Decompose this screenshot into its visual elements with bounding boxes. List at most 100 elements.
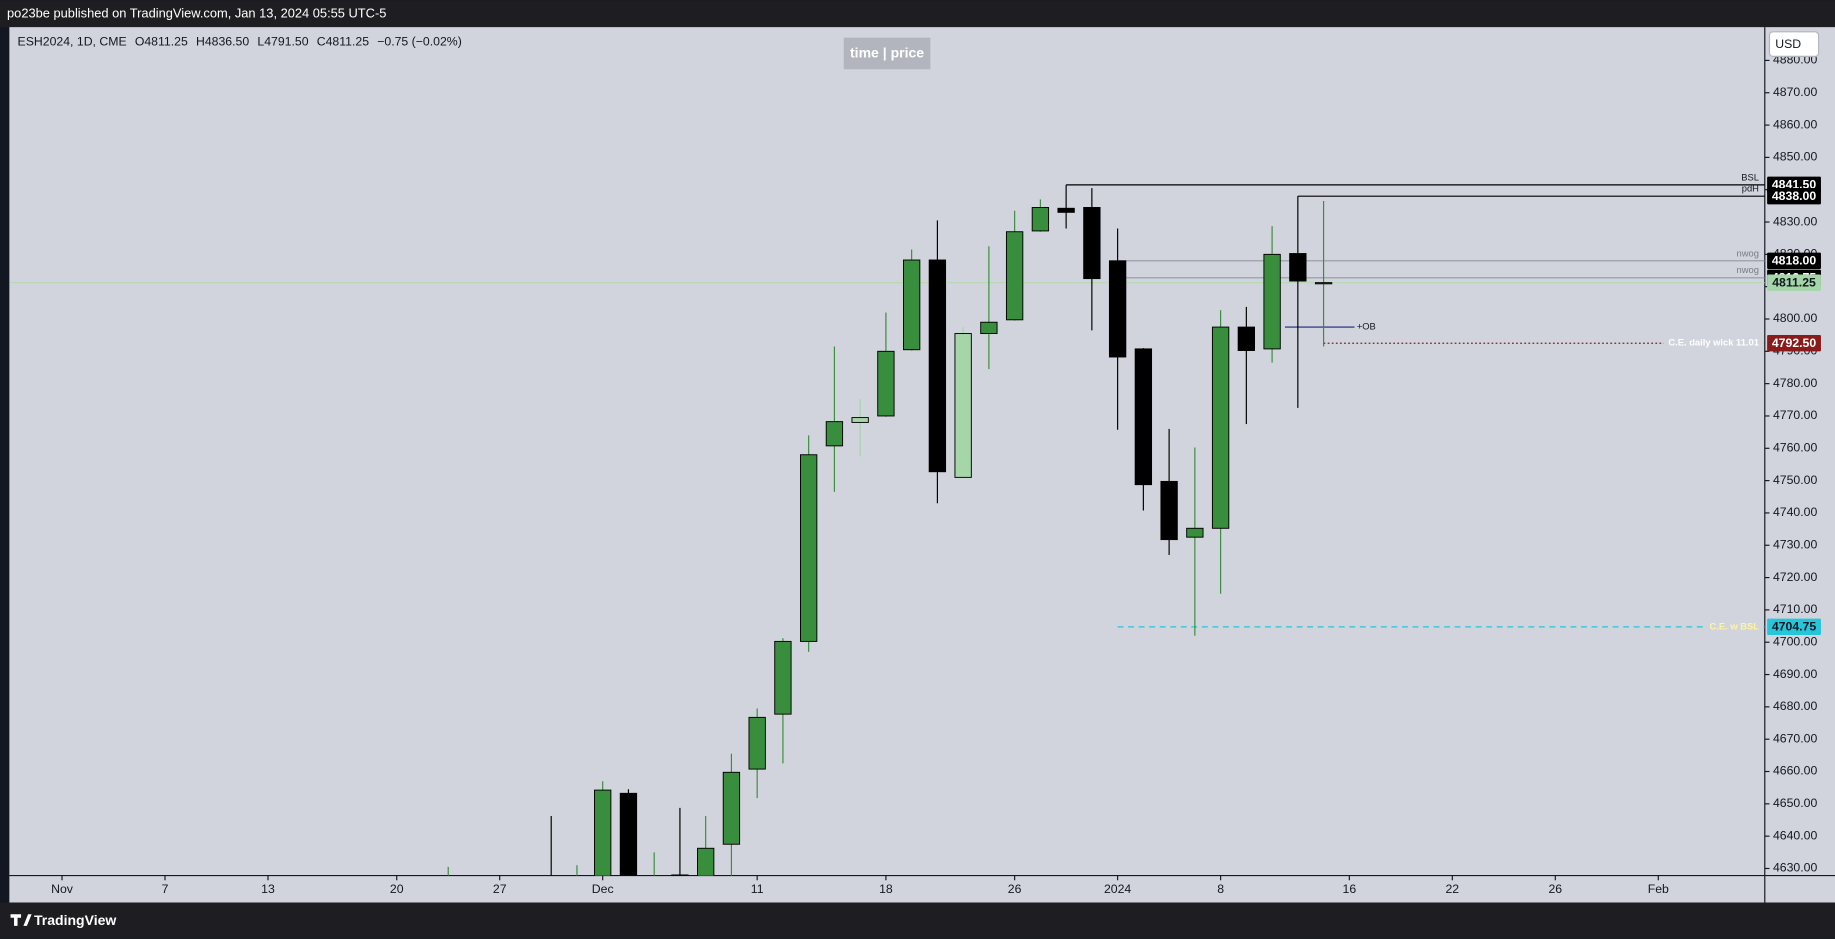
price-badge-label: 4811.25 [1772,275,1816,289]
x-tick-label: 20 [390,882,404,896]
level-label: C.E. daily wick 11.01 [1668,338,1759,348]
change-value: −0.75 (−0.02%) [377,35,462,49]
y-tick-label: 4640.00 [1773,828,1818,842]
symbol-info: ESH2024, 1D, CME O4811.25 H4836.50 L4791.50… [18,35,462,49]
y-tick-label: 4870.00 [1773,85,1818,99]
price-badge [1767,252,1821,270]
candle-body [1237,326,1256,351]
candle-body [902,259,921,351]
x-tick-label: 7 [162,882,169,896]
candle-body [1186,527,1204,538]
x-tick-label: Nov [51,882,74,896]
price-badge [1767,335,1821,352]
axes: 4630.00 4640.00 4650.00 4660.00 4670.00 4680.… [51,53,1817,896]
level-label: BSL [1741,172,1759,182]
y-tick-label: 4760.00 [1773,441,1818,455]
candle-body [800,454,818,642]
candle-body [1314,282,1333,285]
y-tick-label: 4630.00 [1773,861,1818,875]
level-label-background [1663,336,1764,351]
price-badge [1767,618,1821,636]
chart-background [9,27,1835,903]
y-tick-label: 4650.00 [1773,796,1818,810]
level-label-background [1704,619,1764,634]
y-tick-label: 4660.00 [1773,764,1818,778]
y-tick-label: 4850.00 [1773,150,1818,164]
candle-body [954,333,972,478]
y-tick-label: 4860.00 [1773,117,1818,131]
y-tick-label: 4770.00 [1773,408,1818,422]
candle-body [594,789,612,876]
y-tick-label: 4720.00 [1773,570,1818,584]
symbol: ESH2024, 1D, CME [18,35,127,49]
watermark-box [843,37,931,70]
y-tick-label: 4690.00 [1773,667,1818,681]
x-tick-label: 26 [1008,882,1022,896]
bottom-bar [0,902,1835,939]
level-label: +OB [1357,322,1376,332]
candle-body [1134,348,1153,486]
x-tick-label: 13 [261,882,275,896]
x-tick-label: 27 [493,882,507,896]
brand[interactable]: TradingView [34,912,116,928]
x-tick-label: 26 [1548,882,1562,896]
currency-button[interactable] [1768,31,1820,57]
candle-body [980,321,998,335]
x-tick-label: Dec [592,882,614,896]
price-badge [1767,274,1821,291]
price-badge-label: 4818.00 [1772,254,1817,268]
x-tick-label: 18 [879,882,893,896]
x-tick-label: Feb [1648,882,1669,896]
y-tick-label: 4680.00 [1773,699,1818,713]
x-tick-label: 11 [751,882,764,896]
candle-body [671,874,689,876]
candle-body [1005,231,1024,321]
candle-body [928,259,947,473]
candle-body [1211,326,1230,529]
candle-body [1160,480,1178,541]
y-tick-label: 4710.00 [1773,602,1818,616]
candle-body [1263,253,1281,350]
levels: BSL pdH nwog nwog +OB C.E. daily wick 11.01 C.… [9,172,1765,634]
close-value: C4811.25 [317,35,369,49]
low-value: L4791.50 [257,35,308,49]
y-tick-label: 4830.00 [1773,214,1818,228]
y-tick-label: 4730.00 [1773,538,1818,552]
level-label: C.E. w BSL [1710,621,1760,631]
candle-body [748,716,766,770]
level-label: nwog [1737,265,1759,275]
level-label: nwog [1737,248,1759,258]
open-value: O4811.25 [135,35,188,49]
watermark: time | price [850,45,924,61]
candle-body [697,847,715,876]
y-tick-label: 4750.00 [1773,473,1818,487]
x-tick-label: 16 [1343,882,1357,896]
y-tick-label: 4670.00 [1773,731,1818,745]
candle-body [619,792,638,876]
price-badge-label: 4838.00 [1772,189,1817,203]
price-badge-label: 4792.50 [1772,336,1817,350]
candles [447,184,1333,876]
price-badges: 4841.504838.004818.004812.754811.254792.… [1767,176,1821,636]
price-badge-label: 4704.75 [1772,620,1817,634]
currency-label[interactable]: USD [1775,37,1801,51]
candle-body [1083,207,1101,280]
x-tick-label: 22 [1445,882,1459,896]
candle-body [1108,260,1127,358]
top-bar [0,0,1835,28]
x-tick-label: 8 [1217,882,1224,896]
candle-body [774,640,792,715]
y-tick-label: 4740.00 [1773,505,1818,519]
level-label: pdH [1742,184,1759,194]
candle-body [851,417,869,423]
y-tick-label: 4700.00 [1773,634,1818,648]
y-tick-label: 4800.00 [1773,311,1818,325]
candle-body [1289,253,1307,282]
y-tick-label: 4780.00 [1773,376,1818,390]
x-tick-label: 2024 [1104,882,1131,896]
high-value: H4836.50 [196,35,249,49]
candle-body [825,421,844,447]
published-note: po23be published on TradingView.com, Jan… [7,6,386,21]
